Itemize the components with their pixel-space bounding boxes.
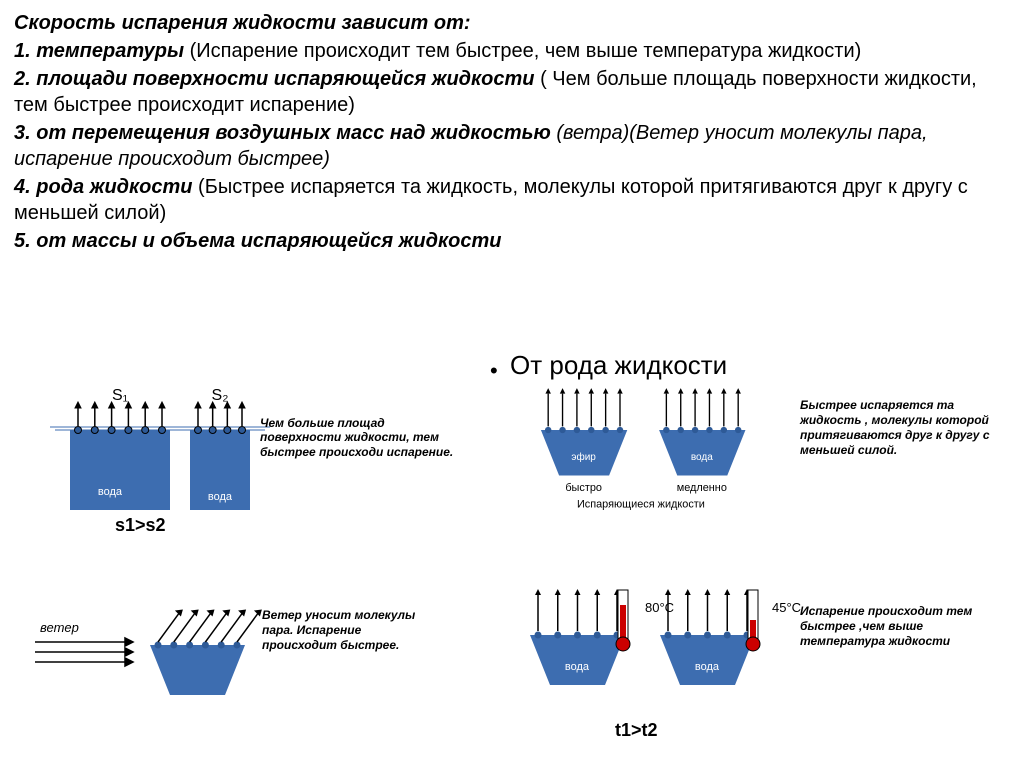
factor-5: 5. от массы и объема испаряющейся жидкос… bbox=[14, 228, 1010, 254]
arrows-1-icon bbox=[75, 402, 166, 434]
diagram-wind: ветер Ветер уносит молекулы пара. Испаре… bbox=[30, 590, 480, 716]
factor-3: 3. от перемещения воздушных масс над жид… bbox=[14, 120, 1010, 172]
temp-80-label: 80°С bbox=[645, 600, 674, 615]
arrows-2-icon bbox=[195, 402, 246, 434]
thermometer-1-icon bbox=[616, 590, 630, 651]
svg-text:вода: вода bbox=[208, 491, 233, 503]
heading-liquid-type: От рода жидкости bbox=[510, 350, 727, 381]
svg-text:вода: вода bbox=[565, 661, 590, 673]
fast-label: быстро bbox=[565, 482, 602, 494]
s2-label: S₂ bbox=[212, 387, 229, 404]
container-1-icon bbox=[70, 430, 170, 510]
caption-surface: Чем больше площад поверхности жидкости, … bbox=[260, 416, 460, 459]
caption-wind: Ветер уносит молекулы пара. Испарение пр… bbox=[262, 608, 432, 653]
water-label: вода bbox=[691, 452, 713, 463]
caption-liquid-type: Быстрее испаряется та жидкость , молекул… bbox=[800, 398, 1000, 458]
title: Скорость испарения жидкости зависит от: bbox=[14, 10, 1010, 36]
factor-1: 1. температуры (Испарение происходит тем… bbox=[14, 38, 1010, 64]
sub-label: Испаряющиеся жидкости bbox=[577, 498, 705, 510]
formula-t1-t2: t1>t2 bbox=[615, 720, 658, 741]
svg-text:вода: вода bbox=[98, 486, 123, 498]
factor-2: 2. площади поверхности испаряющейся жидк… bbox=[14, 66, 1010, 118]
caption-temperature: Испарение происходит тем быстрее ,чем вы… bbox=[800, 604, 1000, 649]
formula-s1-s2: s1>s2 bbox=[115, 515, 166, 536]
thermometer-2-icon bbox=[746, 590, 760, 651]
wind-label: ветер bbox=[40, 620, 79, 635]
slow-label: медленно bbox=[677, 482, 727, 494]
diagram-surface-area: S₁ S₂ вода вода s1>s2 Чем больше площад … bbox=[50, 380, 480, 566]
svg-text:вода: вода bbox=[695, 661, 720, 673]
factor-4: 4. рода жидкости (Быстрее испаряется та … bbox=[14, 174, 1010, 226]
wind-arrows-icon bbox=[35, 638, 133, 666]
s1-label: S₁ bbox=[112, 387, 128, 404]
temp-45-label: 45°С bbox=[772, 600, 801, 615]
ether-label: эфир bbox=[571, 451, 596, 463]
